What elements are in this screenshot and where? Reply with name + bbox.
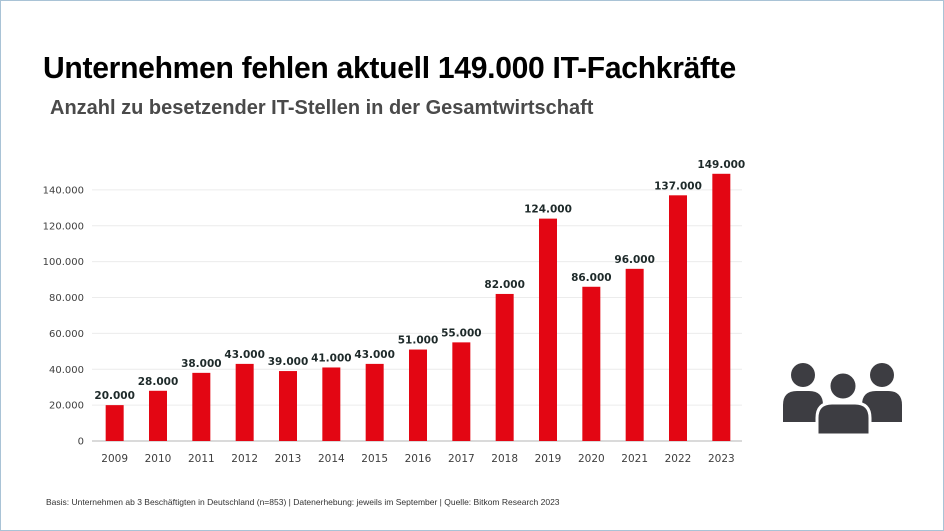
x-tick-label: 2012: [231, 453, 258, 465]
data-label: 41.000: [311, 352, 352, 364]
y-tick-label: 0: [78, 437, 84, 448]
x-tick-label: 2010: [145, 453, 172, 465]
x-tick-label: 2017: [448, 453, 475, 465]
x-axis: 2009 2010 2011 2012 2013 2014 2015 2016 2017 2018…: [101, 453, 734, 465]
y-tick-label: 60.000: [49, 329, 84, 340]
data-label: 39.000: [268, 356, 309, 368]
bar: [105, 405, 124, 441]
x-tick-label: 2016: [405, 453, 432, 465]
data-label: 124.000: [524, 204, 572, 216]
y-tick-label: 20.000: [49, 401, 84, 412]
bar: [452, 342, 471, 441]
bars: [105, 173, 731, 441]
data-label: 137.000: [654, 180, 702, 192]
page-title: Unternehmen fehlen aktuell 149.000 IT-Fa…: [43, 50, 736, 85]
person-body: [815, 401, 872, 434]
data-label: 43.000: [224, 349, 265, 361]
x-tick-label: 2018: [491, 453, 518, 465]
data-label: 43.000: [354, 349, 395, 361]
data-label: 55.000: [441, 327, 482, 339]
data-label: 20.000: [94, 390, 135, 402]
person-head: [827, 370, 859, 402]
data-label: 38.000: [181, 358, 222, 370]
y-tick-label: 80.000: [49, 293, 84, 304]
bar: [365, 363, 384, 441]
bar: [409, 349, 427, 441]
bar: [192, 372, 211, 441]
data-label: 82.000: [484, 279, 525, 291]
y-tick-label: 40.000: [49, 365, 84, 376]
bar: [712, 173, 731, 441]
data-label: 86.000: [571, 272, 612, 284]
bar: [539, 218, 557, 441]
bar: [235, 363, 254, 441]
page-subtitle: Anzahl zu besetzender IT-Stellen in der …: [50, 97, 594, 119]
person-body: [862, 391, 902, 422]
bar: [149, 390, 167, 441]
x-tick-label: 2020: [578, 453, 605, 465]
source-footnote: Basis: Unternehmen ab 3 Beschäftigten in…: [46, 497, 560, 507]
bar: [322, 367, 341, 441]
data-label: 51.000: [398, 335, 439, 347]
person-body: [783, 391, 823, 422]
data-label: 96.000: [614, 254, 655, 266]
x-tick-label: 2021: [621, 453, 648, 465]
data-label: 149.000: [697, 159, 745, 171]
x-tick-label: 2009: [101, 453, 128, 465]
x-tick-label: 2019: [535, 453, 562, 465]
bar: [669, 195, 687, 441]
data-label: 28.000: [138, 376, 179, 388]
x-tick-label: 2014: [318, 453, 345, 465]
bar: [582, 286, 601, 441]
y-tick-label: 140.000: [43, 185, 84, 196]
person-head: [791, 363, 815, 387]
person-head: [870, 363, 894, 387]
y-tick-label: 100.000: [43, 257, 84, 268]
x-tick-label: 2015: [361, 453, 388, 465]
y-tick-label: 120.000: [43, 221, 84, 232]
people-group-icon: [783, 363, 902, 434]
bar: [625, 268, 644, 441]
bar: [279, 371, 297, 441]
bar: [495, 293, 514, 441]
x-tick-label: 2013: [275, 453, 302, 465]
x-tick-label: 2023: [708, 453, 735, 465]
x-tick-label: 2011: [188, 453, 215, 465]
x-tick-label: 2022: [665, 453, 692, 465]
